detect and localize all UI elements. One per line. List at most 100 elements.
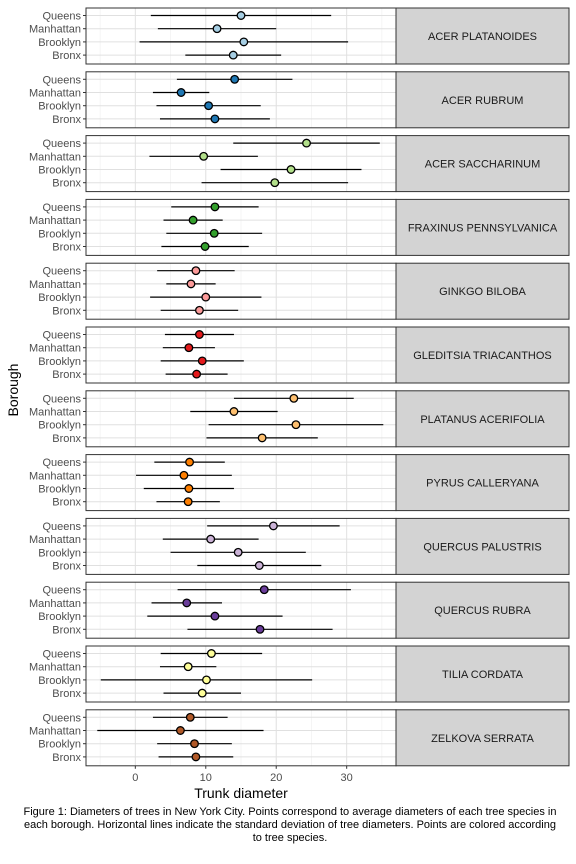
borough-tick-label: Bronx [52,624,81,636]
mean-point-manhattan [184,663,192,671]
facet-strip-label: ACER RUBRUM [442,95,524,107]
mean-point-brooklyn [240,38,248,46]
borough-tick-label: Manhattan [29,662,81,674]
borough-tick-label: Queens [42,393,81,405]
facet-strip-label: QUERCUS PALUSTRIS [423,541,541,553]
borough-tick-label: Queens [42,202,81,214]
borough-tick-label: Bronx [52,688,81,700]
facet-strip-label: FRAXINUS PENNSYLVANICA [408,222,558,234]
figure-caption: Figure 1: Diameters of trees in New York… [20,806,560,845]
mean-point-bronx [271,179,279,187]
mean-point-queens [231,76,239,84]
borough-tick-label: Brooklyn [38,611,81,623]
borough-tick-label: Manhattan [29,470,81,482]
facet-strip-label: TILIA CORDATA [442,669,524,681]
facet-strip-label: PYRUS CALLERYANA [426,478,539,490]
mean-point-queens [211,203,219,211]
mean-point-bronx [184,498,192,506]
mean-point-bronx [193,370,201,378]
x-tick-label: 20 [270,772,282,784]
borough-tick-label: Brooklyn [38,228,81,240]
mean-point-bronx [211,115,219,123]
mean-point-manhattan [213,25,221,33]
borough-tick-label: Manhattan [29,279,81,291]
mean-point-queens [208,650,216,658]
mean-point-queens [186,714,194,722]
mean-point-queens [260,586,268,594]
mean-point-brooklyn [287,166,295,174]
mean-point-manhattan [180,472,188,480]
borough-tick-label: Manhattan [29,343,81,355]
facet-strip-label: QUERCUS RUBRA [434,605,531,617]
borough-tick-label: Manhattan [29,215,81,227]
y-axis-label: Borough [5,364,21,417]
borough-tick-label: Brooklyn [38,292,81,304]
borough-tick-label: Manhattan [29,24,81,36]
borough-tick-label: Bronx [52,242,81,254]
borough-tick-label: Manhattan [29,726,81,738]
borough-tick-label: Bronx [52,178,81,190]
borough-tick-label: Queens [42,11,81,23]
mean-point-manhattan [185,344,193,352]
x-axis-label: Trunk diameter [194,785,288,801]
mean-point-queens [290,395,298,403]
borough-tick-label: Bronx [52,497,81,509]
mean-point-queens [237,12,245,20]
mean-point-manhattan [183,599,191,607]
borough-tick-label: Queens [42,266,81,278]
borough-tick-label: Manhattan [29,151,81,163]
borough-tick-label: Queens [42,712,81,724]
facet-zelkova-serrata: QueensManhattanBrooklynBronxZELKOVA SERR… [29,710,569,766]
borough-tick-label: Brooklyn [38,675,81,687]
mean-point-queens [196,331,204,339]
mean-point-manhattan [177,89,185,97]
borough-tick-label: Queens [42,138,81,150]
mean-point-brooklyn [203,676,211,684]
mean-point-brooklyn [234,549,242,557]
mean-point-bronx [256,626,264,634]
mean-point-brooklyn [191,740,199,748]
mean-point-brooklyn [292,421,300,429]
borough-tick-label: Manhattan [29,407,81,419]
borough-tick-label: Bronx [52,369,81,381]
borough-tick-label: Manhattan [29,598,81,610]
mean-point-brooklyn [185,485,193,493]
borough-tick-label: Brooklyn [38,484,81,496]
borough-tick-label: Bronx [52,433,81,445]
mean-point-manhattan [177,727,185,735]
mean-point-bronx [258,434,266,442]
borough-tick-label: Brooklyn [38,101,81,113]
mean-point-queens [186,458,194,466]
mean-point-brooklyn [202,293,210,301]
borough-tick-label: Bronx [52,50,81,62]
borough-tick-label: Brooklyn [38,356,81,368]
facet-strip-label: PLATANUS ACERIFOLIA [420,414,545,426]
borough-tick-label: Brooklyn [38,420,81,432]
mean-point-manhattan [230,408,238,416]
borough-tick-label: Brooklyn [38,37,81,49]
borough-tick-label: Brooklyn [38,165,81,177]
facet-strip-label: ACER PLATANOIDES [428,31,537,43]
borough-tick-label: Brooklyn [38,547,81,559]
x-tick-label: 10 [200,772,212,784]
mean-point-manhattan [187,280,195,288]
mean-point-queens [270,522,278,530]
mean-point-manhattan [189,216,197,224]
mean-point-bronx [192,753,200,761]
facet-quercus-palustris: QueensManhattanBrooklynBronxQUERCUS PALU… [29,518,569,574]
facet-strip-label: GLEDITSIA TRIACANTHOS [413,350,552,362]
borough-tick-label: Manhattan [29,88,81,100]
mean-point-bronx [229,51,237,59]
borough-tick-label: Bronx [52,752,81,764]
facet-strip-label: ACER SACCHARINUM [425,159,541,171]
borough-tick-label: Bronx [52,114,81,126]
facet-strip-label: ZELKOVA SERRATA [431,733,534,745]
